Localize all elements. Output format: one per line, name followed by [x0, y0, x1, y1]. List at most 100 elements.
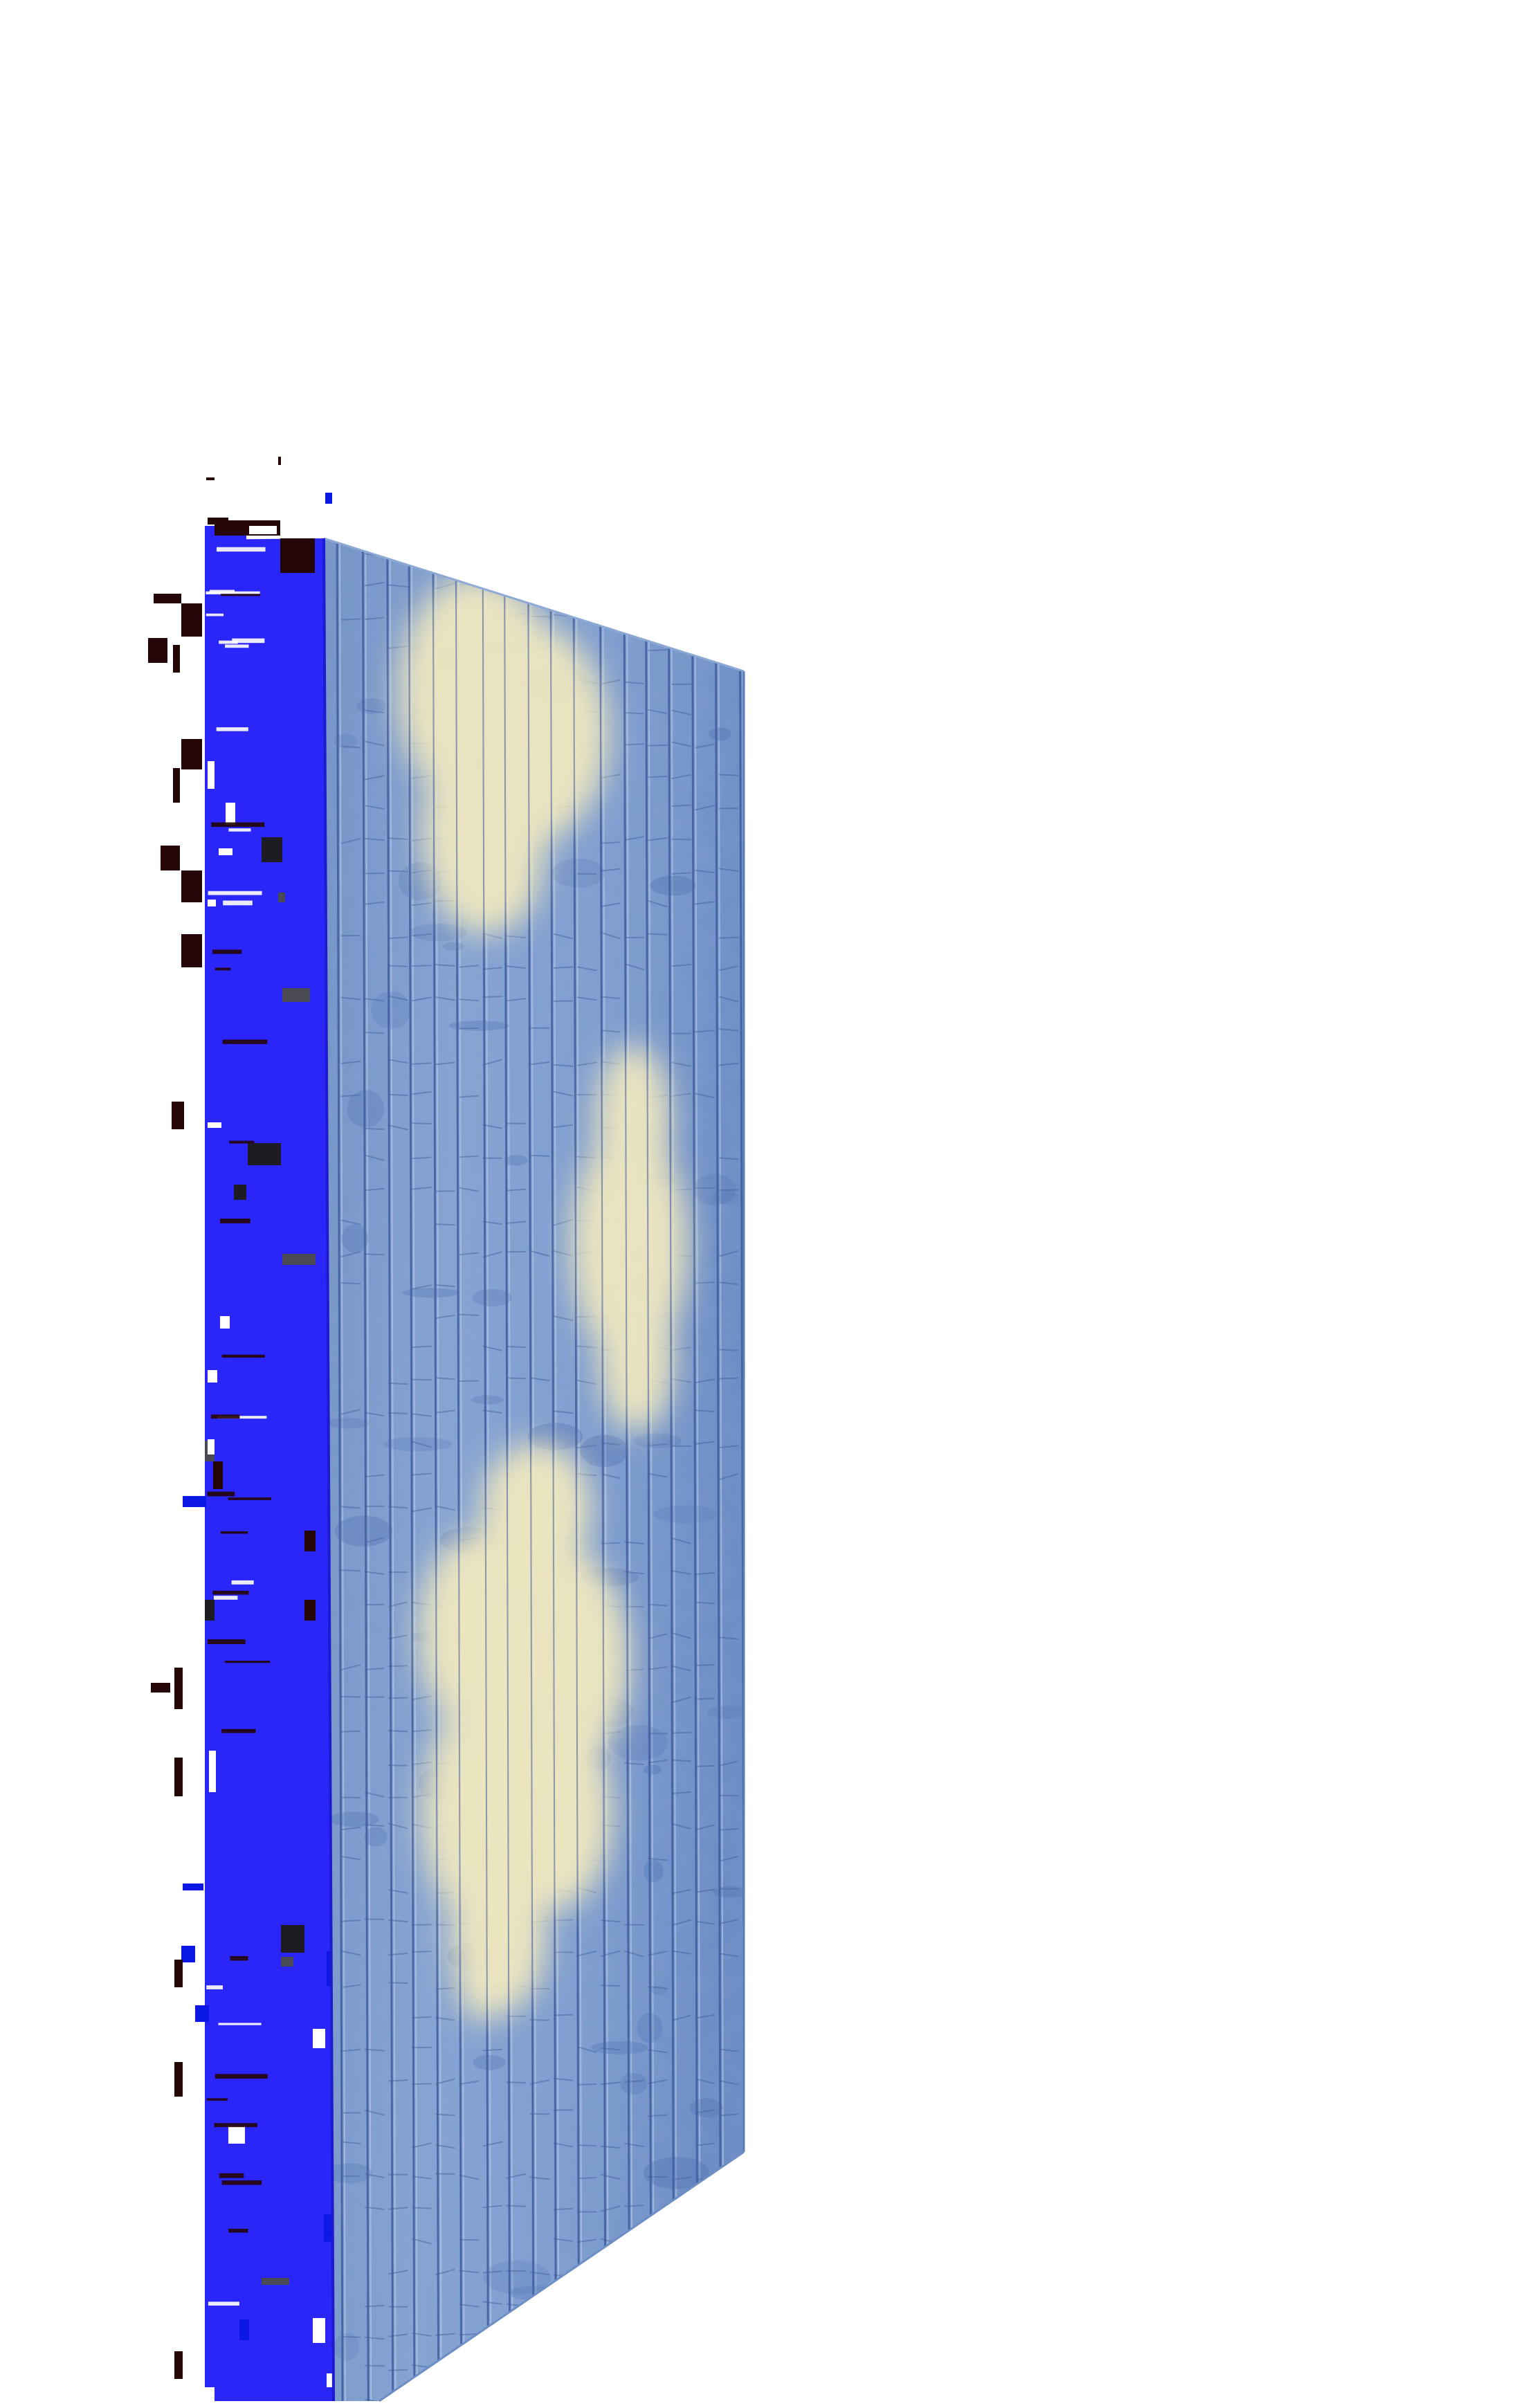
wall-stain [383, 1436, 453, 1452]
brick-joint [648, 549, 668, 554]
wall-stain [462, 2345, 527, 2362]
brick-joint [624, 2301, 644, 2308]
wall-stain [504, 1155, 528, 1166]
brick-joint [601, 583, 621, 588]
brick-joint [648, 1857, 668, 1861]
glitch-block [205, 2387, 215, 2402]
brick-seam-overlay [599, 538, 607, 2401]
glitch-scanline [220, 1219, 250, 1223]
wall-stain [334, 2333, 360, 2361]
glitch-scanline [212, 1590, 249, 1595]
brick-joint [695, 1030, 715, 1033]
brick-joint [435, 1505, 455, 1511]
wall-stain [633, 1433, 682, 1449]
brick-joint [553, 1250, 574, 1257]
brick-joint [364, 740, 385, 747]
brick-joint [648, 2272, 668, 2277]
brick-joint [506, 1221, 527, 1225]
brick-joint [482, 1221, 502, 1225]
brick-joint [482, 1251, 503, 1258]
glitch-scanline [225, 644, 249, 648]
glitch-block [174, 1758, 183, 1796]
brick-joint [624, 2396, 644, 2399]
brick-joint [412, 1156, 432, 1160]
brick-joint [577, 2272, 597, 2276]
brick-joint [671, 1569, 691, 1575]
brick-joint [506, 2367, 527, 2371]
brick-joint [412, 2142, 432, 2149]
brick-seam-highlight [718, 538, 725, 2401]
brick-joint [577, 996, 597, 1001]
brick-joint [529, 554, 550, 556]
brick-joint [671, 2176, 691, 2181]
brick-joint [365, 617, 385, 621]
brick-joint [624, 2205, 644, 2207]
brick-seam-highlight [389, 538, 396, 2401]
brick-joint [695, 2364, 715, 2366]
brick-joint [577, 2083, 597, 2086]
brick-joint [671, 963, 691, 967]
brick-joint [412, 2332, 432, 2337]
brick-joint [671, 1950, 691, 1955]
brick-joint [412, 2176, 432, 2180]
brick-joint [459, 2398, 479, 2401]
brick-joint [506, 935, 527, 939]
brick-joint [671, 1919, 692, 1926]
brick-joint [412, 1729, 432, 1733]
brick-joint [553, 2077, 574, 2081]
brick-joint [388, 2270, 408, 2275]
glitch-block [234, 1185, 246, 1200]
brick-joint [340, 1919, 361, 1922]
glitch-pixel [278, 457, 281, 465]
brick-joint [671, 1696, 692, 1704]
wall-stain [329, 1812, 379, 1827]
brick-joint [553, 1091, 574, 1097]
brick-joint [601, 2303, 621, 2306]
brick-joint [482, 2270, 502, 2274]
brick-joint [482, 1124, 503, 1129]
brick-joint [435, 964, 455, 967]
brick-joint [601, 868, 621, 872]
glitch-scanline [230, 1955, 248, 1961]
brick-joint [340, 1094, 361, 1097]
brick-joint [459, 1095, 479, 1098]
wall-stain [483, 2260, 551, 2295]
wall-stain [364, 1827, 387, 1847]
brick-joint [364, 1412, 385, 1416]
wall-stain [471, 1395, 504, 1405]
brick-joint [648, 2049, 668, 2054]
brick-joint [648, 2114, 668, 2117]
brick-joint [412, 965, 432, 967]
wall-stain [325, 2163, 372, 2184]
brick-joint [624, 743, 644, 746]
brick-joint [340, 1250, 361, 1258]
brick-joint [529, 2302, 550, 2306]
brick-joint [340, 1282, 361, 1285]
brick-joint [695, 2109, 715, 2114]
wall-stain [335, 1515, 393, 1547]
glitch-scanline [219, 640, 238, 644]
brick-joint [364, 1571, 385, 1576]
glitch-scanline [231, 1580, 254, 1585]
wall-stain [620, 2072, 648, 2095]
brick-joint [340, 1219, 361, 1225]
brick-joint [695, 2078, 715, 2085]
brick-joint [601, 679, 621, 685]
brick-joint [388, 1764, 408, 1767]
brick-joint [364, 581, 385, 587]
brick-joint [435, 2365, 455, 2369]
brick-joint [671, 872, 691, 875]
brick-joint [718, 1827, 739, 1831]
brick-joint [648, 1986, 668, 1989]
brick-joint [671, 2337, 691, 2340]
glitch-scanline [218, 2023, 262, 2025]
brick-joint [601, 1542, 621, 1544]
glitch-block [304, 1531, 316, 1551]
glitch-scanline [220, 1531, 248, 1534]
glitch-block [208, 1370, 217, 1383]
brick-seam-highlight [626, 538, 633, 2401]
brick-seam-highlight [602, 538, 610, 2401]
wall-stain [560, 584, 587, 608]
glitch-block [208, 761, 215, 789]
cloud-middle [571, 1045, 689, 1432]
